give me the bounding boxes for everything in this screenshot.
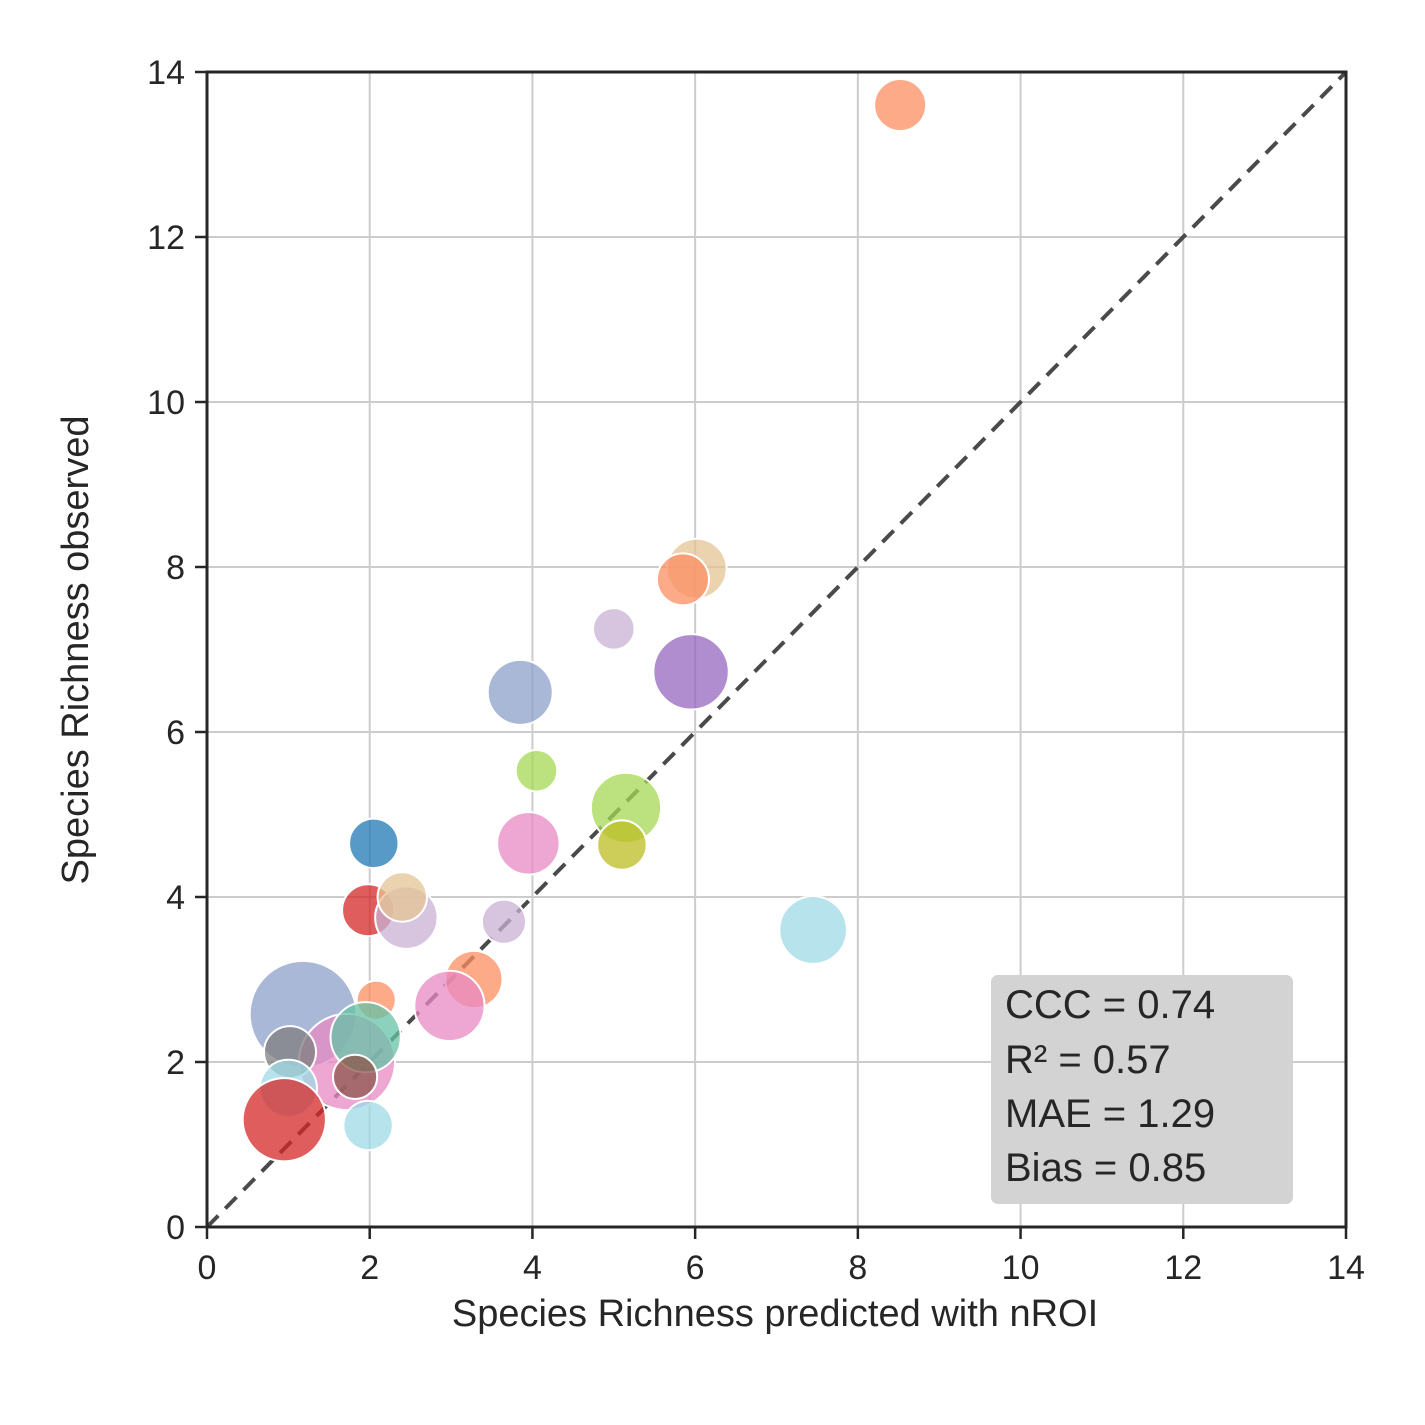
x-tick-label: 2 bbox=[360, 1249, 379, 1287]
data-point bbox=[655, 552, 710, 607]
tick-labels: 0 2 4 6 8 10 12 14 0 2 4 6 8 10 12 14 bbox=[147, 54, 1365, 1287]
axes bbox=[195, 70, 1348, 1239]
y-tick-label: 6 bbox=[166, 714, 185, 752]
data-point bbox=[241, 1077, 327, 1163]
data-point bbox=[591, 607, 636, 651]
x-tick-label: 0 bbox=[198, 1249, 217, 1287]
data-point bbox=[376, 871, 428, 923]
data-point bbox=[514, 748, 559, 793]
stats-mae: MAE = 1.29 bbox=[1005, 1092, 1215, 1136]
plot-frame bbox=[205, 70, 1348, 1229]
stats-ccc: CCC = 0.74 bbox=[1005, 983, 1215, 1027]
x-tick-label: 8 bbox=[848, 1249, 867, 1287]
x-tick-label: 12 bbox=[1164, 1249, 1202, 1287]
data-point bbox=[331, 1053, 379, 1100]
y-tick-label: 10 bbox=[147, 384, 185, 422]
x-tick-label: 14 bbox=[1327, 1249, 1365, 1287]
y-axis-label: Species Richness observed bbox=[55, 416, 97, 885]
data-point bbox=[480, 898, 528, 945]
y-tick-label: 4 bbox=[166, 879, 185, 917]
y-tick-label: 2 bbox=[166, 1044, 185, 1082]
y-tick-label: 8 bbox=[166, 549, 185, 587]
y-tick-label: 12 bbox=[147, 219, 185, 257]
data-point bbox=[486, 658, 554, 726]
x-tick-label: 10 bbox=[1002, 1249, 1040, 1287]
x-axis-label: Species Richness predicted with nROI bbox=[452, 1293, 1098, 1335]
data-point bbox=[778, 895, 848, 965]
y-tick-label: 14 bbox=[147, 54, 185, 92]
stats-bias: Bias = 0.85 bbox=[1005, 1146, 1206, 1190]
y-tick-label: 0 bbox=[166, 1209, 185, 1247]
stats-box-background bbox=[991, 975, 1293, 1204]
data-point bbox=[413, 969, 486, 1043]
data-points bbox=[241, 78, 928, 1163]
data-point bbox=[873, 78, 928, 132]
data-point bbox=[348, 817, 400, 870]
stats-r2: R² = 0.57 bbox=[1005, 1038, 1171, 1082]
x-tick-label: 6 bbox=[686, 1249, 705, 1287]
data-point bbox=[342, 1099, 394, 1152]
data-point bbox=[596, 819, 648, 871]
data-point bbox=[652, 633, 730, 711]
x-tick-label: 4 bbox=[523, 1249, 542, 1287]
stats-box: CCC = 0.74 R² = 0.57 MAE = 1.29 Bias = 0… bbox=[991, 975, 1293, 1204]
data-point bbox=[496, 811, 561, 876]
